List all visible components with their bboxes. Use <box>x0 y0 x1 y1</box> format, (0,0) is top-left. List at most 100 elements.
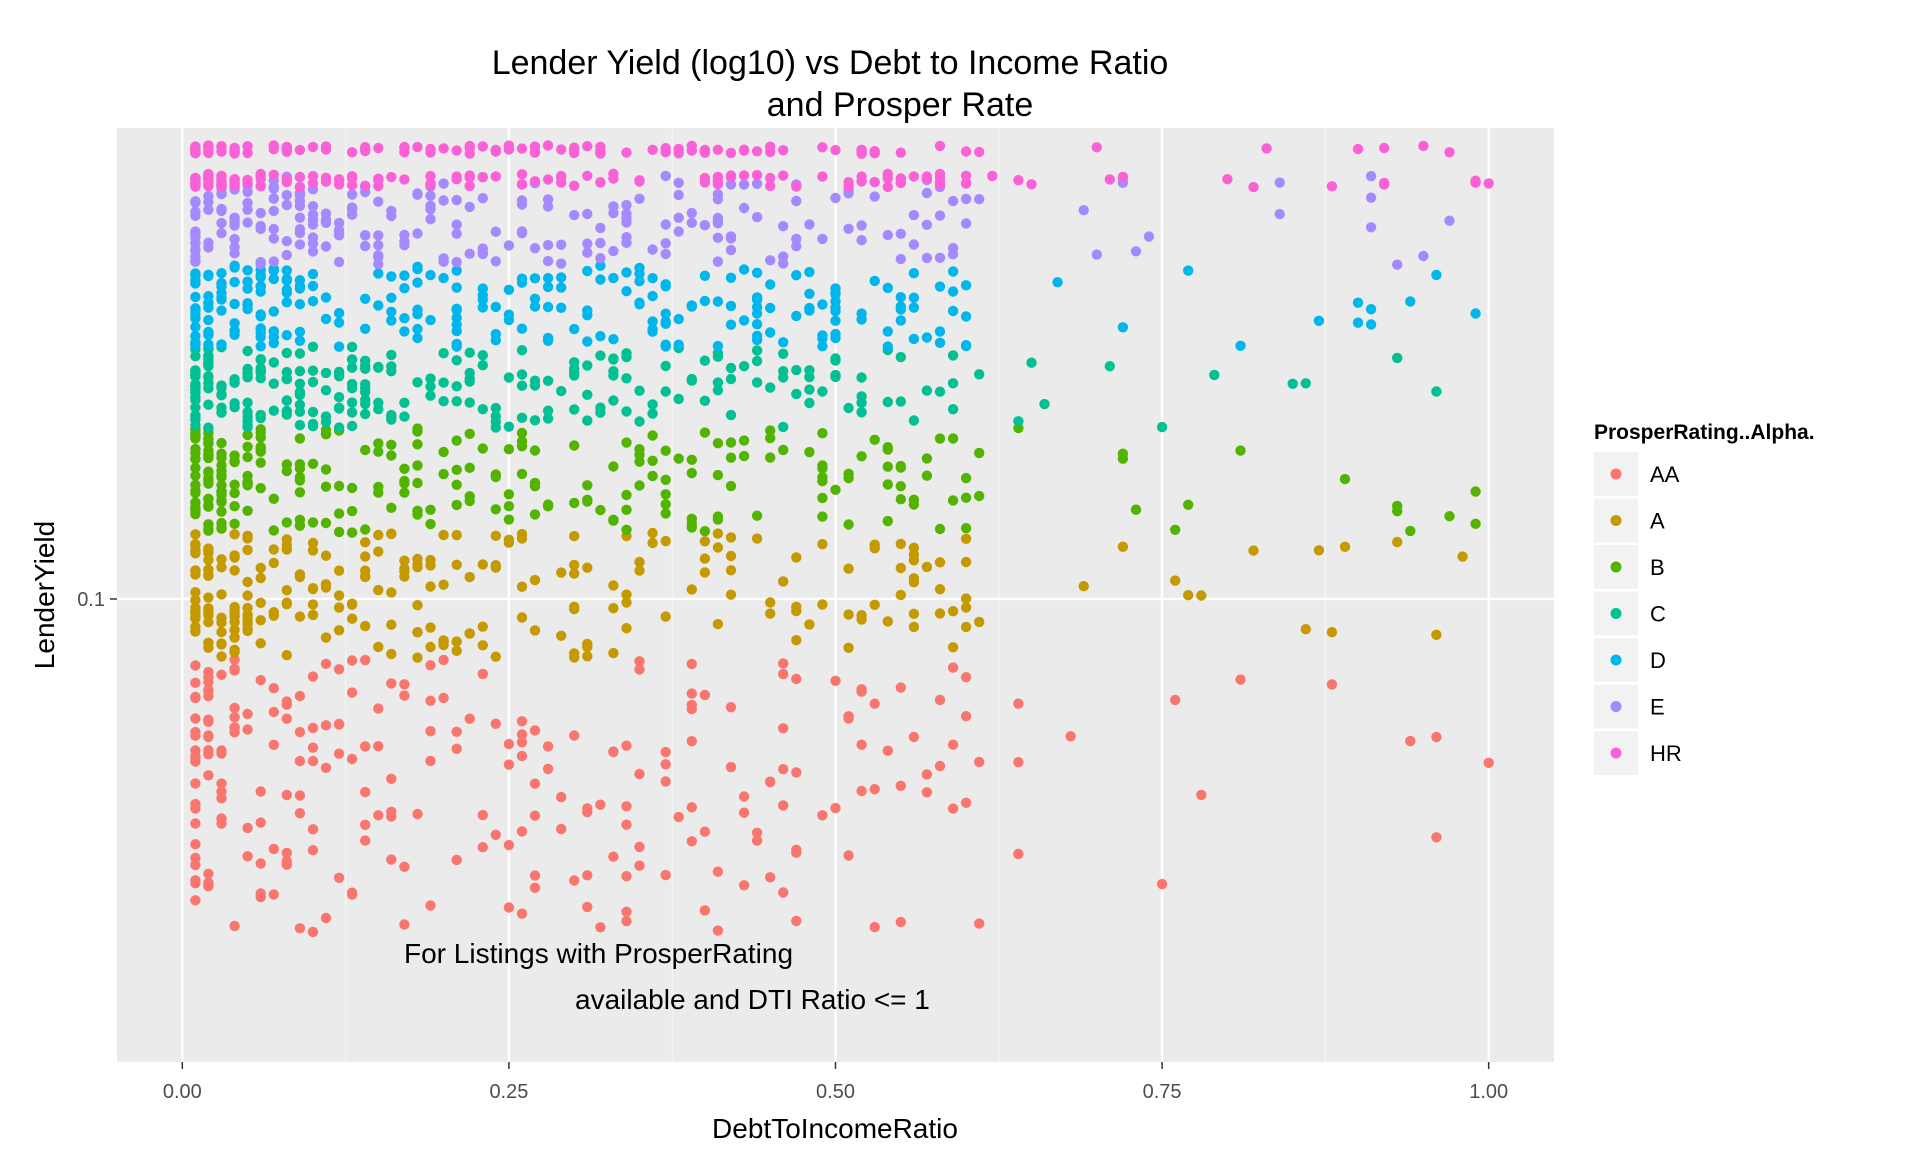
point-d <box>203 339 214 350</box>
point-e <box>477 193 488 204</box>
point-a <box>477 559 488 570</box>
point-e <box>751 211 763 223</box>
point-a <box>242 602 253 614</box>
point-aa <box>203 716 214 727</box>
point-c <box>346 397 358 408</box>
point-b <box>464 462 475 473</box>
point-c <box>516 345 528 356</box>
point-hr <box>856 144 867 155</box>
point-aa <box>908 731 920 743</box>
point-aa <box>542 741 554 752</box>
point-aa <box>360 741 371 752</box>
point-a <box>529 625 541 636</box>
point-c <box>294 419 306 431</box>
point-e <box>333 228 345 240</box>
point-e <box>647 244 658 255</box>
point-aa <box>751 827 763 838</box>
point-c <box>1209 369 1220 381</box>
point-a <box>203 569 214 581</box>
point-b <box>569 497 580 509</box>
point-aa <box>320 912 332 924</box>
point-c <box>582 360 593 371</box>
point-aa <box>477 809 488 821</box>
point-e <box>634 193 645 204</box>
point-a <box>203 603 214 614</box>
point-d <box>229 325 240 337</box>
point-c <box>1156 421 1168 433</box>
point-a <box>360 551 371 562</box>
point-aa <box>856 739 867 750</box>
point-hr <box>765 172 776 184</box>
point-e <box>621 217 632 228</box>
point-e <box>451 256 462 268</box>
chart-title-line-1: Lender Yield (log10) vs Debt to Income R… <box>492 44 1169 82</box>
point-c <box>307 365 319 376</box>
point-aa <box>516 750 528 762</box>
point-aa <box>333 748 345 759</box>
point-e <box>1274 208 1285 220</box>
point-c <box>255 354 266 366</box>
point-d <box>1235 340 1246 351</box>
point-b <box>686 513 697 524</box>
point-a <box>1078 581 1089 592</box>
point-b <box>634 456 645 467</box>
point-e <box>791 195 802 207</box>
point-aa <box>190 726 201 738</box>
point-b <box>399 475 410 487</box>
point-aa <box>425 726 436 737</box>
point-a <box>268 557 279 569</box>
point-c <box>203 422 214 433</box>
point-aa <box>791 915 802 927</box>
point-aa <box>660 759 671 770</box>
point-d <box>856 308 867 319</box>
point-b <box>503 514 515 525</box>
point-d <box>712 340 724 352</box>
point-a <box>242 544 253 556</box>
point-d <box>294 280 306 292</box>
point-e <box>373 230 384 241</box>
point-d <box>882 282 893 294</box>
point-b <box>765 452 776 463</box>
point-aa <box>608 851 619 862</box>
point-hr <box>1483 178 1494 189</box>
point-a <box>908 573 920 584</box>
point-d <box>817 341 828 352</box>
point-aa <box>960 672 972 683</box>
point-c <box>333 392 345 403</box>
point-d <box>1365 319 1377 330</box>
y-tick-label: 0.1 <box>77 589 105 611</box>
point-aa <box>934 760 946 772</box>
point-e <box>895 228 906 239</box>
point-a <box>817 539 828 550</box>
point-b <box>464 428 475 439</box>
point-aa <box>203 745 214 756</box>
point-a <box>346 613 358 624</box>
point-aa <box>516 729 528 740</box>
point-aa <box>307 824 319 835</box>
point-b <box>895 494 906 505</box>
point-b <box>373 446 384 457</box>
point-d <box>399 326 410 337</box>
point-a <box>268 607 279 618</box>
point-c <box>242 397 253 408</box>
point-a <box>229 529 240 540</box>
point-aa <box>451 854 462 866</box>
point-b <box>203 466 214 477</box>
point-d <box>255 341 266 352</box>
point-c <box>712 385 724 396</box>
point-b <box>320 464 332 475</box>
point-a <box>660 535 671 547</box>
point-a <box>242 590 253 601</box>
point-aa <box>869 784 880 795</box>
point-e <box>425 214 436 225</box>
point-d <box>804 302 815 314</box>
point-aa <box>974 918 985 929</box>
point-c <box>268 378 279 389</box>
point-c <box>699 355 711 366</box>
point-a <box>843 609 854 620</box>
point-e <box>333 256 345 268</box>
point-hr <box>634 175 645 186</box>
point-e <box>320 241 332 252</box>
point-b <box>621 504 632 515</box>
point-c <box>569 357 580 368</box>
